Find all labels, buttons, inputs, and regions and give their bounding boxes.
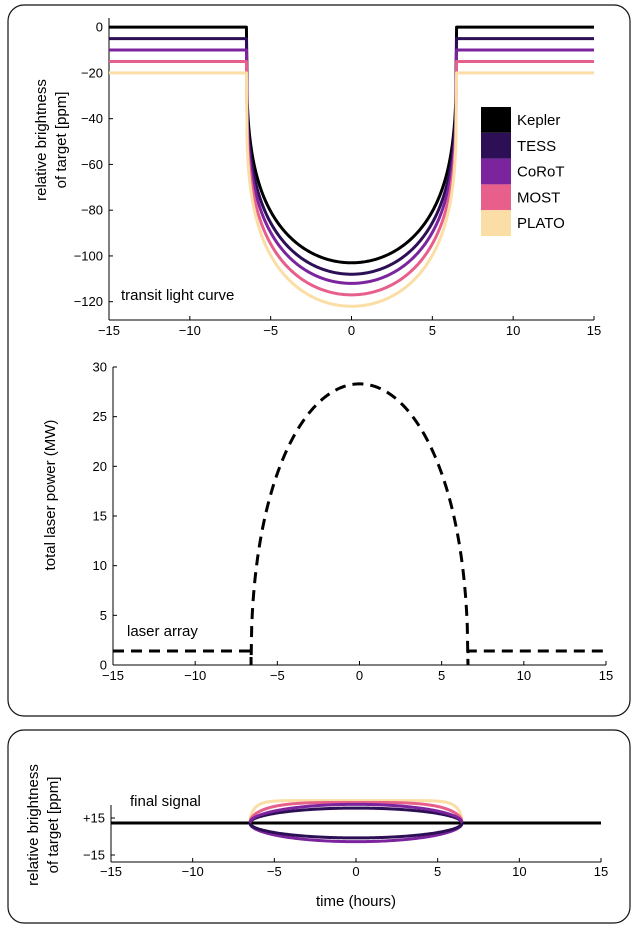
y-axis-label-line: relative brightness <box>25 764 42 886</box>
legend-label-corot: CoRoT <box>517 164 565 181</box>
x-tick-label: 5 <box>434 864 441 879</box>
annotation-transit-light-curve: transit light curve <box>121 287 234 304</box>
y-tick-label: −100 <box>74 248 103 263</box>
x-tick-label: −10 <box>184 668 206 683</box>
series-line-corot <box>108 48 595 285</box>
x-tick-label: 10 <box>512 864 526 879</box>
final-signal-chart: −15 −10 −5 0 5 10 15 +15 −15 final signal time (ho… <box>25 764 608 910</box>
laser-power-line <box>113 382 606 666</box>
legend-swatch-corot <box>481 158 511 185</box>
y-axis-label-line: relative brightness <box>33 79 50 201</box>
legend-label-tess: TESS <box>517 138 556 155</box>
x-tick-label: 5 <box>429 323 436 338</box>
y-axis-label: relative brightness of target [ppm] <box>25 764 62 886</box>
x-tick-label: 10 <box>517 668 531 683</box>
y-tick-label: −120 <box>74 294 103 309</box>
y-tick-label: −60 <box>81 157 103 172</box>
y-tick-label: 30 <box>93 360 107 375</box>
x-tick-label: −10 <box>179 323 201 338</box>
top-panel-frame <box>7 4 631 717</box>
x-axis-label: time (hours) <box>316 893 396 910</box>
y-axis-label: relative brightness of target [ppm] <box>33 79 70 201</box>
signal-lobe-tess <box>248 822 464 840</box>
transit-light-curve-chart: −15 −10 −5 0 5 10 15 0 −20 −40 −60 −80 −100 −120 Keple… <box>33 18 601 338</box>
y-tick-label: 15 <box>93 509 107 524</box>
legend-swatch-plato <box>481 210 511 236</box>
legend-label-plato: PLATO <box>517 215 565 232</box>
legend-label-most: MOST <box>517 189 560 206</box>
series-line-plato <box>108 71 595 308</box>
x-tick-label: −5 <box>267 864 282 879</box>
y-tick-label: 25 <box>93 409 107 424</box>
y-tick-label: −40 <box>81 111 103 126</box>
y-tick-label: +15 <box>83 811 105 826</box>
x-tick-label: 0 <box>348 323 355 338</box>
annotation-laser-array: laser array <box>127 623 198 640</box>
x-tick-label: 10 <box>506 323 520 338</box>
x-tick-label: 5 <box>438 668 445 683</box>
x-tick-label: 15 <box>594 864 608 879</box>
x-tick-label: −5 <box>263 323 278 338</box>
legend-swatch-kepler <box>481 107 511 133</box>
y-tick-label: −20 <box>81 65 103 80</box>
y-tick-label: 0 <box>96 20 103 35</box>
x-tick-label: −5 <box>270 668 285 683</box>
legend-label-kepler: Kepler <box>517 112 560 129</box>
y-axis-label: total laser power (MW) <box>42 420 59 571</box>
signal-lobe-corot <box>248 802 464 824</box>
annotation-final-signal: final signal <box>130 793 201 810</box>
x-tick-label: −10 <box>182 864 204 879</box>
y-tick-label: 0 <box>100 658 107 673</box>
x-tick-label: 15 <box>599 668 613 683</box>
legend-swatch-most <box>481 184 511 211</box>
y-axis-label-line: of target [ppm] <box>45 777 62 874</box>
x-tick-label: −15 <box>100 864 122 879</box>
y-tick-label: 10 <box>93 558 107 573</box>
x-tick-label: 0 <box>352 864 359 879</box>
y-tick-label: 20 <box>93 459 107 474</box>
x-tick-label: 15 <box>587 323 601 338</box>
series-line-kepler <box>108 25 595 265</box>
legend-swatch-tess <box>481 132 511 159</box>
bottom-panel-frame <box>7 729 631 924</box>
x-tick-label: 0 <box>356 668 363 683</box>
series-line-tess <box>108 37 595 276</box>
series-line-most <box>108 59 595 297</box>
y-tick-label: 5 <box>100 608 107 623</box>
x-tick-label: −15 <box>102 668 124 683</box>
y-tick-label: −80 <box>81 203 103 218</box>
y-axis-label-line: of target [ppm] <box>53 92 70 189</box>
x-tick-label: −15 <box>98 323 120 338</box>
laser-power-chart: −15 −10 −5 0 5 10 15 0 5 10 15 20 25 30 laser array tot… <box>42 360 613 684</box>
y-tick-label: −15 <box>83 848 105 863</box>
